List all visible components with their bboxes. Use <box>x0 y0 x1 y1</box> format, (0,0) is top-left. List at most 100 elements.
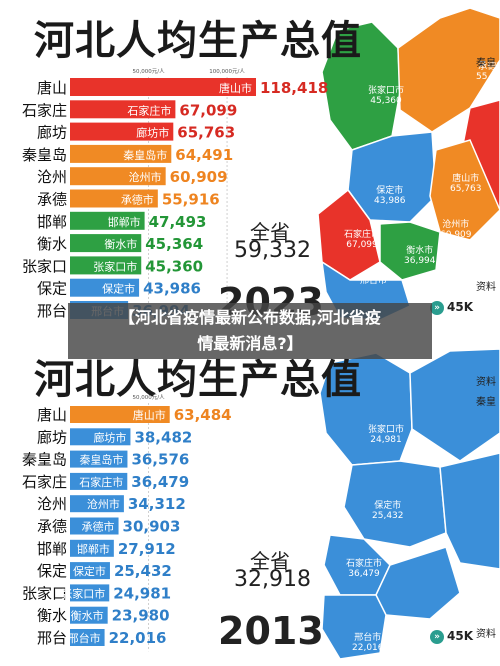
hebei-map-2023 <box>317 7 500 321</box>
category-label-1-1: 廊坊 <box>37 428 67 446</box>
category-label-1-10: 邢台 <box>37 629 67 647</box>
category-label-1-2: 秦皇岛 <box>22 451 67 469</box>
value-label-1-4: 34,312 <box>128 495 186 513</box>
map-region-chengde <box>409 348 500 462</box>
bar-0-3 <box>70 144 172 163</box>
article-title-banner[interactable]: 【河北省疫情最新公布数据,河北省疫 情最新消息?】 <box>68 303 432 359</box>
playback-speed-icon: » <box>430 300 444 315</box>
map-label-name: 张家口市 <box>368 86 405 96</box>
value-label-1-2: 36,576 <box>131 451 189 469</box>
bar-inner-label-0-4: 沧州市 <box>129 170 162 184</box>
province-total-label-2023: 全省 <box>250 220 290 244</box>
map-label-3: 唐山市 65,763 <box>450 174 482 194</box>
map-label-2: 石家庄市 36,479 <box>346 559 382 579</box>
map-label-value: 45,360 <box>370 96 402 106</box>
bar-1-6 <box>70 539 114 557</box>
scale-tick-label-0-1: 100,000元/人 <box>209 68 245 75</box>
value-label-0-8: 45,360 <box>145 257 203 275</box>
value-label-1-0: 63,484 <box>174 406 232 424</box>
category-label-0-9: 保定 <box>37 280 67 298</box>
bar-1-1 <box>70 428 131 446</box>
category-label-0-7: 衡水 <box>37 235 67 253</box>
map-label-8: 邯郸市 <box>0 0 27 10</box>
map-label-name: 衡水市 <box>406 246 434 256</box>
speed-indicator-2023: » 45K <box>430 300 473 315</box>
bar-1-0 <box>70 406 170 423</box>
value-label-0-0: 118,418 <box>260 79 328 97</box>
province-total-label-2013: 全省 <box>250 549 290 573</box>
map-region-cangzhou <box>429 139 500 241</box>
map-label-name: 沧州市 <box>442 220 470 230</box>
edge-label-ziliao-2023: 资料 <box>476 282 496 293</box>
category-label-0-5: 承德 <box>37 191 67 209</box>
category-label-1-4: 沧州 <box>37 495 67 513</box>
playback-speed-icon: » <box>430 629 444 644</box>
map-label-value: 25,432 <box>372 511 404 521</box>
bar-inner-label-1-4: 沧州市 <box>87 497 120 511</box>
chart-title-2023: 河北人均生产总值 <box>34 18 362 64</box>
map-region-hengshui <box>375 546 461 620</box>
map-label-name: 张家口市 <box>368 425 405 435</box>
map-label-name: 邢台市 <box>354 633 382 643</box>
map-label-value: 65,763 <box>450 184 482 194</box>
value-label-0-5: 55,916 <box>162 191 220 209</box>
speed-value: 45K <box>447 300 473 314</box>
edge-label-qinhuang-2023: 秦皇 <box>476 58 496 69</box>
category-label-0-6: 邯郸 <box>37 213 67 231</box>
bar-0-2 <box>70 122 174 141</box>
category-label-0-0: 唐山 <box>37 79 67 97</box>
value-label-0-7: 45,364 <box>145 235 203 253</box>
bar-1-9 <box>70 606 108 624</box>
bar-0-9 <box>70 278 140 297</box>
category-label-1-7: 保定 <box>37 562 67 580</box>
category-label-0-10: 邢台 <box>37 302 67 320</box>
value-label-0-1: 67,099 <box>179 101 237 119</box>
map-label-4: 沧州市 60,909 <box>440 220 472 240</box>
province-total-value-2023: 59,332 <box>234 238 311 263</box>
bar-1-7 <box>70 562 110 580</box>
map-label-3: 邢台市 22,016 <box>352 633 384 653</box>
province-total-value-2013: 32,918 <box>234 567 311 592</box>
category-label-0-1: 石家庄 <box>22 101 67 119</box>
map-label-name: 唐山市 <box>452 174 480 184</box>
value-label-1-6: 27,912 <box>118 540 176 558</box>
bar-inner-label-1-8: 张家口市 <box>61 586 105 600</box>
bar-inner-label-1-9: 衡水市 <box>71 609 104 623</box>
category-label-1-9: 衡水 <box>37 607 67 625</box>
edge-label-ziliao-2013: 资料 <box>476 377 496 388</box>
bar-inner-label-0-3: 秦皇岛市 <box>123 148 167 162</box>
value-label-0-6: 47,493 <box>149 213 207 231</box>
bar-1-8 <box>70 584 110 602</box>
category-label-1-6: 邯郸 <box>37 540 67 558</box>
map-label-name: 保定市 <box>376 186 404 196</box>
map-label-value: 36,994 <box>404 256 436 266</box>
scale-tick-label-1-0: 50,000元/人 <box>132 394 165 401</box>
bar-inner-label-1-7: 保定市 <box>73 564 106 578</box>
category-label-1-3: 石家庄 <box>22 473 67 491</box>
value-label-0-4: 60,909 <box>170 168 228 186</box>
bar-inner-label-1-5: 承德市 <box>82 520 115 534</box>
bar-0-8 <box>70 256 142 275</box>
category-label-0-3: 秦皇岛 <box>22 146 67 164</box>
bar-0-0 <box>70 78 256 96</box>
map-label-7: 邢台市 <box>360 276 387 286</box>
map-label-name: 承德市 <box>478 62 500 72</box>
hebei-map-2013 <box>319 348 500 660</box>
bar-inner-label-1-1: 廊坊市 <box>93 430 126 444</box>
bar-inner-label-0-6: 邯郸市 <box>108 215 141 229</box>
edge-label-ziliao2-2013: 资料 <box>476 629 496 640</box>
bar-1-4 <box>70 495 124 513</box>
bar-0-7 <box>70 234 142 253</box>
map-region-baoding <box>343 460 447 548</box>
bar-1-3 <box>70 472 128 490</box>
value-label-1-9: 23,980 <box>112 607 170 625</box>
bar-inner-label-0-9: 保定市 <box>102 282 135 296</box>
map-label-5: 石家庄市 67,099 <box>344 230 380 250</box>
chart-panel-2023: 河北人均生产总值 50,000元/人 100,000元/人 唐山 唐山市 118,418… <box>0 0 500 324</box>
map-label-name: 石家庄市 <box>346 559 383 569</box>
map-label-name: 石家庄市 <box>344 230 381 240</box>
bar-inner-label-1-3: 石家庄市 <box>79 475 123 489</box>
bar-inner-label-0-2: 廊坊市 <box>136 126 169 140</box>
bar-1-10 <box>70 629 105 646</box>
